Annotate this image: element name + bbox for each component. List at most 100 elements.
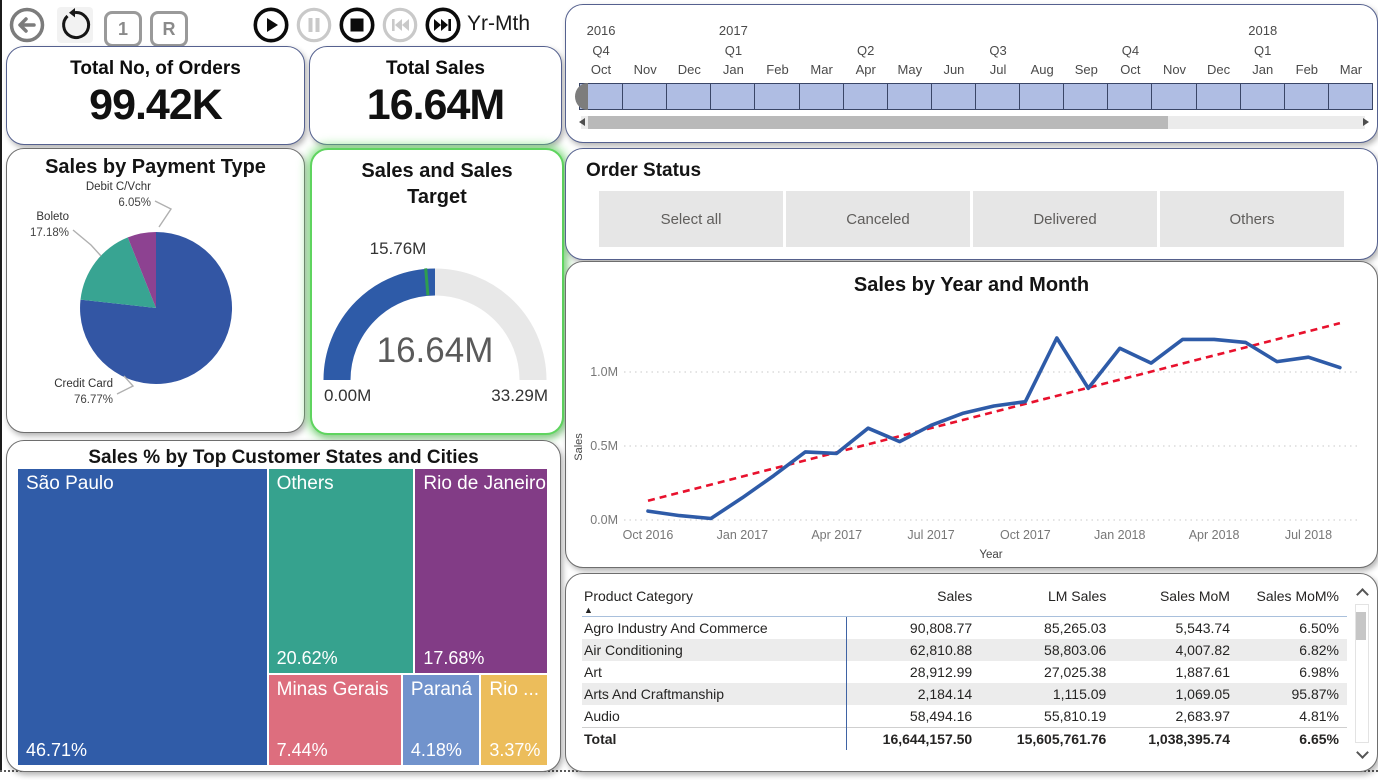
pause-button[interactable] (296, 7, 332, 43)
stop-button[interactable] (339, 7, 375, 43)
treemap-tile-parana[interactable]: Paraná 4.18% (402, 675, 480, 765)
cell-value: 58,803.06 (980, 639, 1115, 661)
tile-label: Rio de Janeiro (423, 473, 546, 494)
scroll-right-icon[interactable] (1363, 118, 1369, 126)
table-header: Product Category ▲ Sales LM Sales Sales MoM S… (582, 586, 1347, 617)
timeline-cell-jan[interactable] (711, 83, 756, 110)
timeline-label: Q2 (857, 43, 875, 58)
bookmark-1-button[interactable]: 1 (104, 11, 142, 47)
treemap-tile-sao-paulo[interactable]: São Paulo 46.71% (18, 469, 267, 765)
gauge-chart[interactable]: 15.76M 16.64M 0.00M 33.29M (312, 150, 560, 433)
timeline-slicer-card: 2016 2017 2018 Q4 Q1 Q2 Q3 Q4 Q1 Oct Nov Dec Jan Fe… (565, 4, 1378, 143)
timeline-label: Oct (1120, 62, 1141, 77)
timeline-cell-feb[interactable] (755, 83, 800, 110)
timeline-label: Q3 (989, 43, 1007, 58)
cell-product-category: Air Conditioning (582, 639, 847, 661)
timeline-cell-mar[interactable] (799, 83, 844, 110)
timeline-drag-handle[interactable] (575, 83, 588, 110)
timeline-cell-apr[interactable] (843, 83, 888, 110)
table-row[interactable]: Art 28,912.99 27,025.38 1,887.61 6.98% (582, 661, 1347, 683)
kpi-orders-title: Total No, of Orders (70, 58, 241, 79)
timeline-cell-mar[interactable] (1328, 83, 1373, 110)
timeline-label: Jul (989, 62, 1007, 77)
timeline-label: Feb (766, 62, 789, 77)
table-scroll-thumb[interactable] (1356, 612, 1366, 640)
column-header-lm-sales[interactable]: LM Sales (980, 586, 1115, 617)
back-button[interactable] (9, 7, 45, 43)
table-row[interactable]: Agro Industry And Commerce 90,808.77 85,26… (582, 616, 1347, 639)
column-header-sales-mom%[interactable]: Sales MoM% (1237, 586, 1347, 617)
kpi-sales-value: 16.64M (366, 81, 505, 129)
order-status-button-delivered[interactable]: Delivered (973, 191, 1157, 247)
pause-icon (296, 7, 332, 43)
timeline-cell-jan[interactable] (1240, 83, 1285, 110)
cell-value: 1,115.09 (980, 683, 1115, 705)
column-header-sales[interactable]: Sales (846, 586, 981, 617)
order-status-button-canceled[interactable]: Canceled (786, 191, 970, 247)
cell-product-category: Agro Industry And Commerce (582, 616, 847, 639)
table-scroll-track[interactable] (1355, 604, 1369, 743)
cell-value: 2,184.14 (846, 683, 981, 705)
timeline-cell-feb[interactable] (1284, 83, 1329, 110)
cell-value: 55,810.19 (1044, 708, 1107, 724)
treemap-tile-rio-de-janeiro[interactable]: Rio de Janeiro 17.68% (415, 469, 547, 674)
timeline-label: 2017 (718, 23, 748, 38)
timeline-scroll-thumb[interactable] (588, 116, 1169, 129)
timeline-cell-nov[interactable] (623, 83, 668, 110)
column-header-sales-mom[interactable]: Sales MoM (1114, 586, 1238, 617)
pie-chart[interactable]: Debit C/Vchr 6.05% Boleto 17.18% Credit Card… (7, 149, 304, 432)
timeline-cell-may[interactable] (887, 83, 932, 110)
play-button[interactable] (253, 7, 289, 43)
pie-slice-debit-c-vchr[interactable] (127, 231, 156, 308)
timeline-label: Apr (855, 62, 876, 77)
table-row[interactable]: Air Conditioning 62,810.88 58,803.06 4,007.… (582, 639, 1347, 661)
timeline-cell-jun[interactable] (931, 83, 976, 110)
treemap-card: Sales % by Top Customer States and Citie… (6, 440, 561, 772)
sales-line[interactable] (646, 336, 1342, 521)
cell-value: 90,808.77 (909, 620, 973, 636)
scroll-down-icon[interactable] (1356, 746, 1369, 759)
kpi-card-total-sales[interactable]: Total Sales 16.64M (309, 46, 562, 145)
treemap-tile-minas-gerais[interactable]: Minas Gerais 7.44% (268, 675, 401, 765)
timeline-cell-sep[interactable] (1064, 83, 1109, 110)
y-tick-label: 0.5M (590, 439, 618, 453)
x-tick-label: Apr 2018 (1189, 528, 1240, 542)
pie-leader-line (72, 229, 102, 257)
scroll-left-icon[interactable] (579, 118, 585, 126)
treemap-tile-rio-truncated[interactable]: Rio ... 3.37% (481, 675, 547, 765)
cell-value: 62,810.88 (846, 639, 981, 661)
treemap-title: Sales % by Top Customer States and Citie… (88, 447, 479, 468)
treemap: São Paulo 46.71% Others 20.62% Rio de Ja… (18, 469, 547, 765)
timeline-label: Q4 (1121, 43, 1140, 58)
table-row[interactable]: Audio 58,494.16 55,810.19 2,683.97 4.81% (582, 705, 1347, 728)
timeline-scrollbar[interactable] (579, 116, 1369, 129)
skip-start-button[interactable] (382, 7, 418, 43)
line-chart[interactable]: 0.0M 0.5M 1.0M Oct 2016 Jan 2017 Apr 2017 Jul … (566, 262, 1377, 567)
treemap-tile-others[interactable]: Others 20.62% (268, 469, 414, 674)
cell-value: 6.50% (1299, 620, 1339, 636)
tile-pct: 46.71% (26, 740, 88, 760)
table-row[interactable]: Arts And Craftmanship 2,184.14 1,115.09 1,0… (582, 683, 1347, 705)
pie-label-pct: 76.77% (74, 394, 113, 406)
timeline-cell-nov[interactable] (1152, 83, 1197, 110)
table-scrollbar[interactable] (1354, 588, 1369, 759)
timeline-cell-aug[interactable] (1020, 83, 1065, 110)
pie-slice-boleto[interactable] (80, 237, 157, 308)
timeline-label: Q1 (724, 43, 743, 58)
refresh-button[interactable] (57, 7, 93, 43)
order-status-button-others[interactable]: Others (1160, 191, 1344, 247)
timeline-cell-dec[interactable] (667, 83, 712, 110)
x-tick-label: Jan 2018 (1094, 528, 1145, 542)
timeline-cell-oct[interactable] (1108, 83, 1153, 110)
timeline-cell-jul[interactable] (975, 83, 1021, 110)
pie-slice-credit-card[interactable] (80, 232, 233, 384)
timeline-cell-dec[interactable] (1196, 83, 1241, 110)
column-header-product-category[interactable]: Product Category ▲ (582, 586, 847, 617)
timeline-label: 2016 (586, 23, 616, 38)
order-status-button-select-all[interactable]: Select all (599, 191, 783, 247)
skip-end-button[interactable] (425, 7, 461, 43)
kpi-card-total-orders[interactable]: Total No, of Orders 99.42K (6, 46, 305, 145)
pie-chart-title: Sales by Payment Type (45, 156, 266, 178)
scroll-up-icon[interactable] (1356, 588, 1369, 601)
bookmark-r-button[interactable]: R (150, 11, 188, 47)
